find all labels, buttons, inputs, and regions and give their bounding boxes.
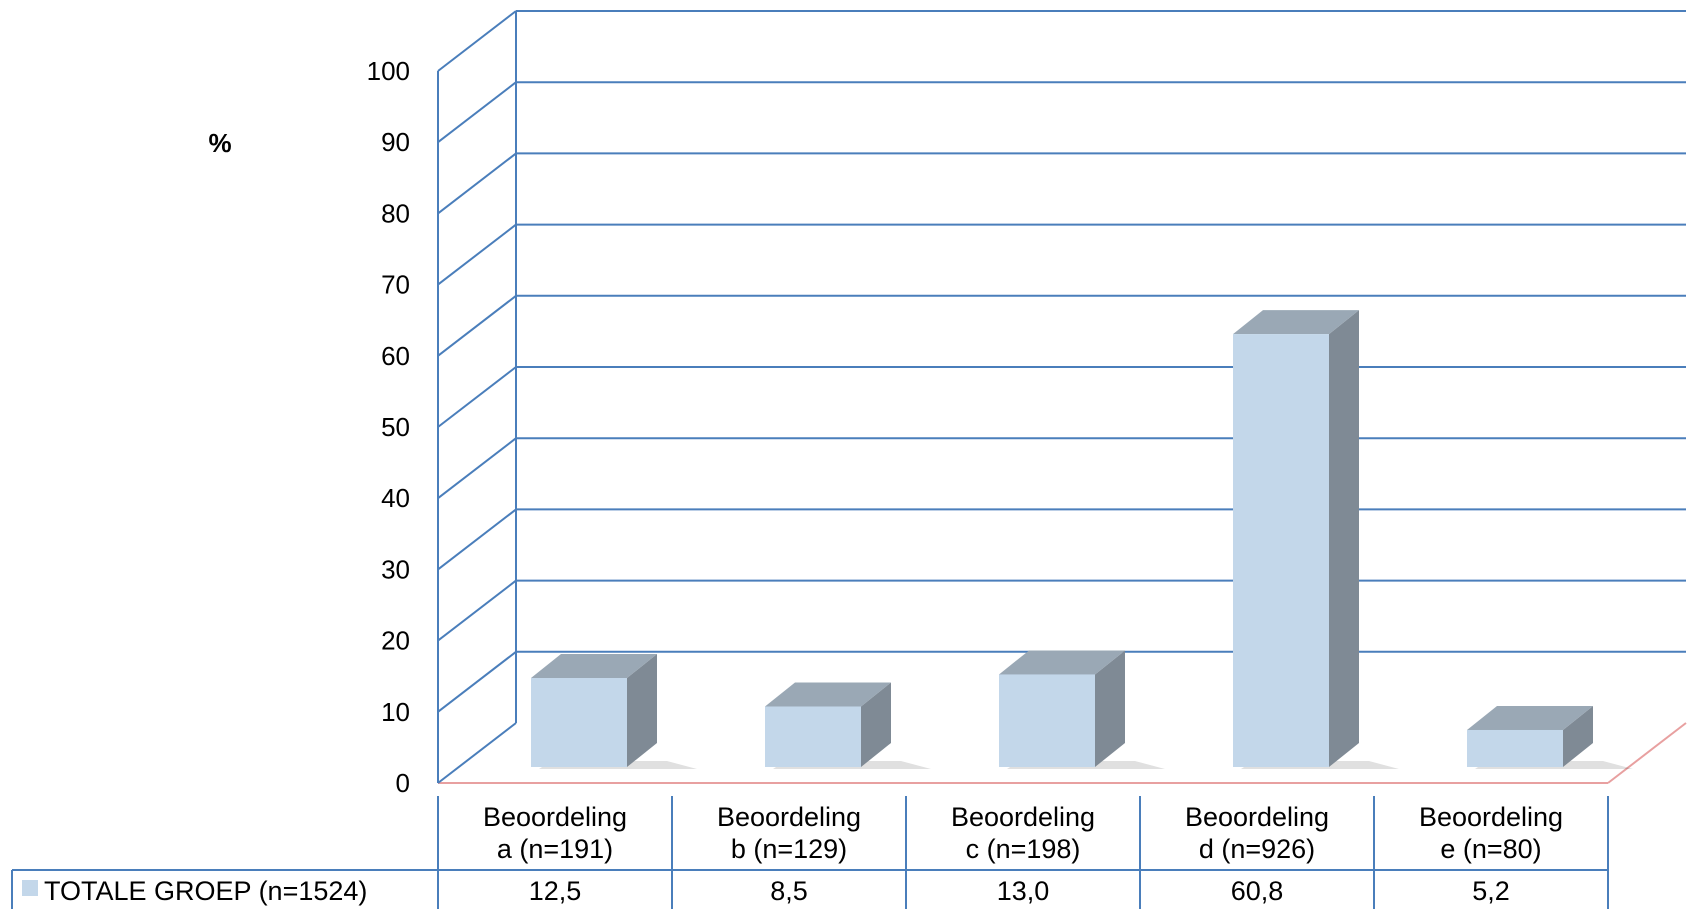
gridline-side	[437, 579, 517, 642]
bar	[531, 654, 697, 769]
bar-top	[1467, 705, 1593, 730]
y-tick-label: 40	[381, 483, 410, 513]
bar-side	[1095, 650, 1125, 767]
gridline-side	[437, 651, 517, 713]
x-tick-label: b (n=129)	[731, 834, 847, 864]
y-axis-ticks: 0 10 20 30 40 50 60 70 80 90 100	[367, 56, 410, 798]
bar-front	[1467, 729, 1563, 767]
gridline-side	[437, 366, 517, 428]
x-tick-label: a (n=191)	[497, 834, 613, 864]
y-tick-label: 50	[381, 412, 410, 442]
y-tick-label: 70	[381, 270, 410, 300]
data-label: 60,8	[1231, 876, 1284, 906]
bar-side	[861, 682, 891, 767]
data-label: 12,5	[529, 876, 582, 906]
legend-label: TOTALE GROEP (n=1524)	[44, 876, 367, 906]
bar-front	[999, 674, 1095, 767]
y-tick-label: 80	[381, 198, 410, 228]
x-tick-label: c (n=198)	[966, 834, 1081, 864]
gridline-side	[437, 295, 517, 357]
floor-side-edge	[1607, 722, 1687, 784]
bar	[1467, 705, 1633, 769]
data-label: 8,5	[770, 876, 808, 906]
y-tick-label: 30	[381, 554, 410, 584]
bar-top	[765, 682, 891, 707]
bar-front	[765, 706, 861, 767]
y-axis-label: %	[208, 128, 231, 158]
x-tick-label: Beoordeling	[483, 802, 627, 832]
legend-swatch	[22, 880, 38, 896]
gridline-side	[437, 81, 517, 143]
bar	[765, 682, 931, 769]
y-tick-label: 10	[381, 697, 410, 727]
bar-top	[1233, 310, 1359, 335]
bar-side	[1329, 310, 1359, 767]
gridline-side	[437, 437, 517, 499]
bar-top	[999, 650, 1125, 675]
gridline-side	[437, 152, 517, 215]
x-tick-label: Beoordeling	[951, 802, 1095, 832]
bar-side	[1563, 705, 1593, 767]
y-tick-label: 100	[367, 56, 410, 86]
bar-top	[531, 654, 657, 678]
gridline-side	[437, 10, 517, 72]
data-label: 13,0	[997, 876, 1050, 906]
bar-side	[627, 654, 657, 767]
bar	[999, 650, 1165, 769]
gridline-side	[437, 722, 517, 784]
y-tick-label: 0	[396, 768, 410, 798]
x-tick-label: e (n=80)	[1440, 834, 1541, 864]
x-tick-label: Beoordeling	[717, 802, 861, 832]
bar-front	[531, 678, 627, 767]
data-label: 5,2	[1472, 876, 1510, 906]
y-tick-label: 60	[381, 341, 410, 371]
bar-front	[1233, 334, 1329, 767]
gridline-side	[437, 223, 517, 286]
x-tick-label: Beoordeling	[1419, 802, 1563, 832]
x-tick-label: Beoordeling	[1185, 802, 1329, 832]
gridlines	[437, 10, 1687, 784]
y-tick-label: 20	[381, 626, 410, 656]
gridline-side	[437, 508, 517, 571]
x-tick-label: d (n=926)	[1199, 834, 1315, 864]
bars	[531, 310, 1633, 769]
bar	[1233, 310, 1399, 769]
y-tick-label: 90	[381, 127, 410, 157]
